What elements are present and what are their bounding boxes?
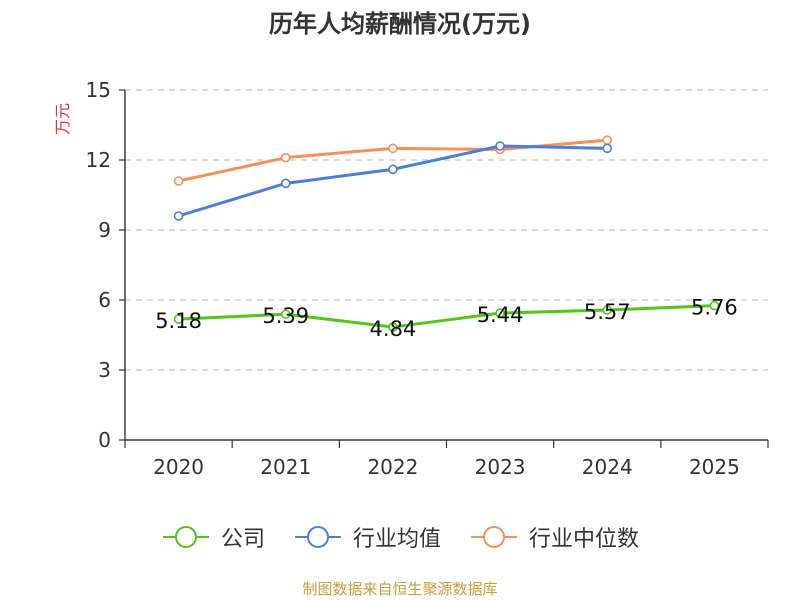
x-tick-label: 2020 [153, 455, 204, 479]
x-tick-label: 2021 [260, 455, 311, 479]
data-label: 5.57 [584, 300, 631, 324]
data-point [173, 176, 184, 186]
data-point [280, 152, 291, 163]
data-point [280, 178, 291, 189]
legend-marker [174, 526, 197, 548]
axis-layer: 0 3 6 9 12 15 万元 2020 2021 2022 2023 2024 2025 [53, 78, 769, 479]
chart-title: 历年人均薪酬情况(万元) [269, 10, 531, 38]
data-point [495, 141, 505, 151]
legend-swatch-icon [294, 526, 341, 548]
series-line-1 [178, 144, 608, 218]
legend-item-2[interactable]: 行业中位数 [469, 521, 639, 553]
legend-swatch-icon [471, 526, 517, 548]
data-label-layer: 5.18 5.39 4.84 5.44 5.57 5.76 [155, 296, 738, 341]
data-label: 5.39 [262, 304, 309, 328]
legend-item-0[interactable]: 公司 [161, 521, 265, 553]
legend-swatch-icon [162, 526, 209, 548]
data-point [173, 211, 184, 221]
legend-item-1[interactable]: 行业均值 [293, 521, 441, 553]
legend-label: 行业中位数 [529, 527, 640, 552]
data-point [602, 135, 613, 145]
data-point [173, 314, 184, 324]
x-tick-label: 2024 [582, 455, 633, 479]
y-tick-label: 3 [98, 358, 111, 382]
y-tick-label: 12 [86, 148, 111, 172]
data-point [388, 164, 398, 175]
data-label: 5.18 [155, 309, 202, 333]
data-label: 5.44 [477, 303, 524, 327]
data-point [602, 305, 613, 315]
x-tick-label: 2025 [689, 455, 740, 479]
legend-label: 行业均值 [352, 527, 441, 552]
series-line-0 [178, 304, 715, 329]
data-point [388, 322, 398, 332]
data-label: 5.76 [691, 296, 738, 320]
y-tick-label: 15 [86, 78, 111, 102]
grid-layer [125, 89, 768, 371]
y-tick-label: 0 [98, 428, 111, 452]
legend-label: 公司 [220, 527, 265, 552]
data-point [495, 308, 505, 318]
y-tick-label: 6 [98, 288, 111, 312]
series-layer [173, 135, 720, 332]
data-point [709, 300, 720, 311]
x-tick-label: 2022 [367, 455, 418, 479]
data-label: 4.84 [370, 317, 417, 341]
source-note: 制图数据来自恒生聚源数据库 [302, 580, 498, 598]
x-tick-label: 2023 [475, 455, 526, 479]
data-point [280, 309, 291, 320]
legend-marker [483, 526, 505, 548]
y-tick-label: 9 [98, 218, 111, 242]
legend-marker [306, 526, 329, 548]
data-point [602, 143, 613, 154]
y-axis-title: 万元 [53, 103, 72, 135]
legend: 公司 行业均值 行业中位数 [0, 520, 800, 554]
data-point [388, 143, 398, 154]
